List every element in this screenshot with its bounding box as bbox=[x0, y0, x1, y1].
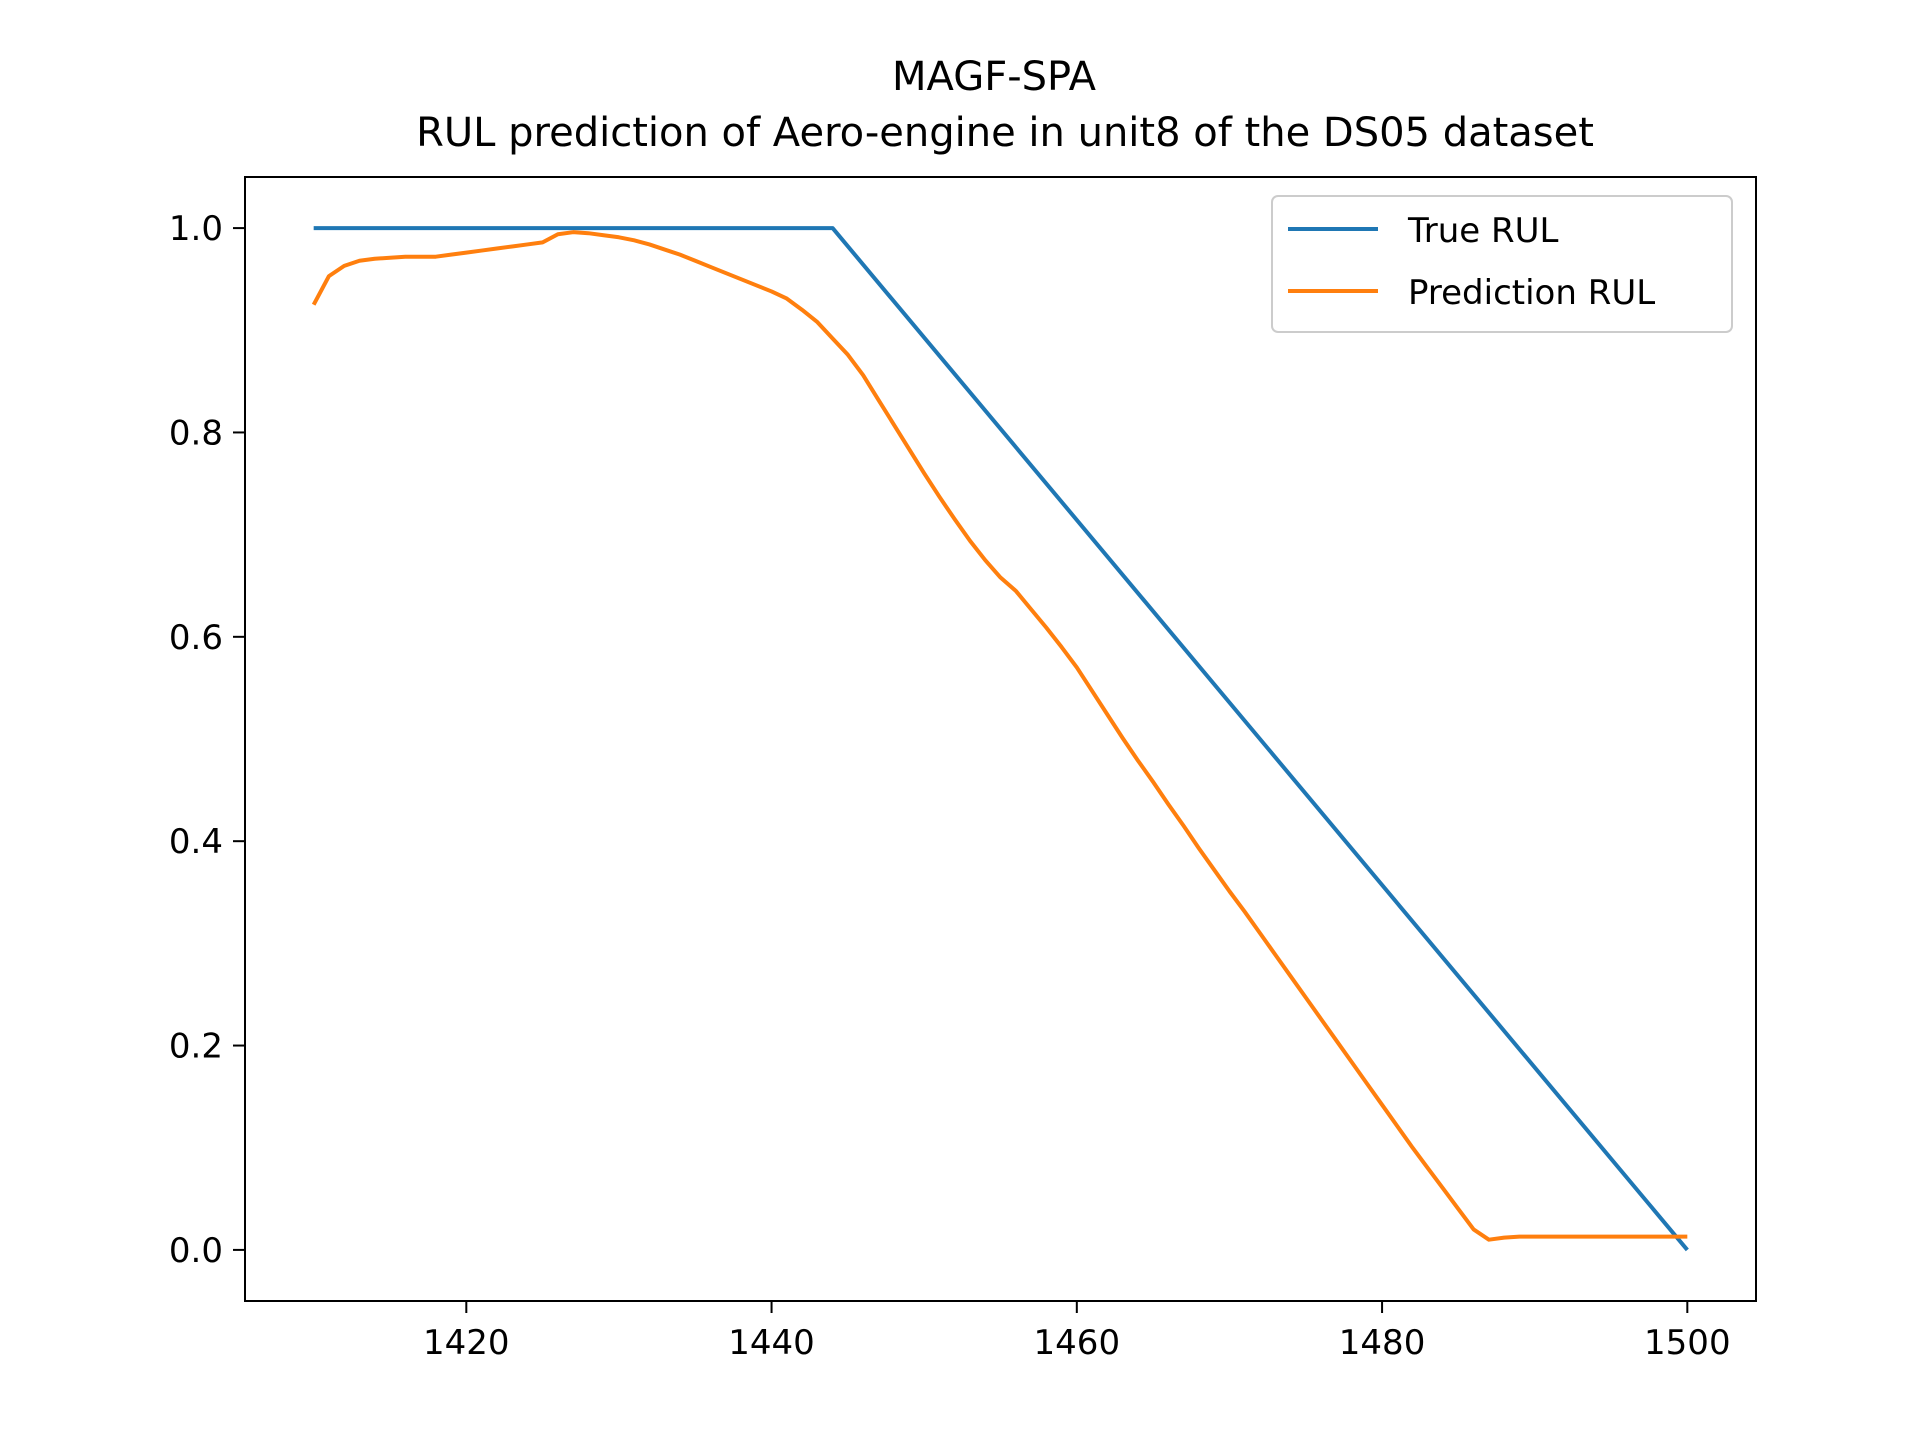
x-tick-label: 1500 bbox=[1644, 1323, 1731, 1363]
chart-subtitle: RUL prediction of Aero-engine in unit8 o… bbox=[416, 110, 1594, 156]
series-layer bbox=[311, 226, 1689, 1252]
series-line-true-rul bbox=[313, 226, 1689, 1252]
x-axis: 1420 1440 1460 1480 1500 bbox=[423, 1301, 1731, 1363]
legend-label-prediction-rul: Prediction RUL bbox=[1408, 273, 1655, 313]
chart-title: MAGF-SPA bbox=[892, 54, 1097, 100]
y-axis: 0.0 0.2 0.4 0.6 0.8 1.0 bbox=[169, 209, 245, 1271]
y-tick-label: 0.6 bbox=[169, 618, 223, 658]
x-tick-label: 1480 bbox=[1339, 1323, 1426, 1363]
y-tick-label: 0.4 bbox=[169, 822, 223, 862]
legend-box bbox=[1271, 195, 1733, 333]
legend: True RUL Prediction RUL bbox=[1271, 195, 1733, 333]
plot-background bbox=[245, 177, 1756, 1301]
series-line-prediction-rul bbox=[311, 230, 1688, 1242]
y-tick-label: 0.0 bbox=[169, 1231, 223, 1271]
x-tick-label: 1420 bbox=[423, 1323, 510, 1363]
y-tick-label: 1.0 bbox=[169, 209, 223, 249]
x-tick-label: 1460 bbox=[1034, 1323, 1121, 1363]
axes-frame bbox=[244, 176, 1757, 1302]
axes-spine bbox=[244, 176, 1757, 1302]
y-tick-label: 0.2 bbox=[169, 1027, 223, 1067]
plot-area bbox=[245, 177, 1756, 1301]
x-tick-label: 1440 bbox=[728, 1323, 815, 1363]
legend-label-true-rul: True RUL bbox=[1407, 211, 1559, 251]
y-tick-label: 0.8 bbox=[169, 413, 223, 453]
